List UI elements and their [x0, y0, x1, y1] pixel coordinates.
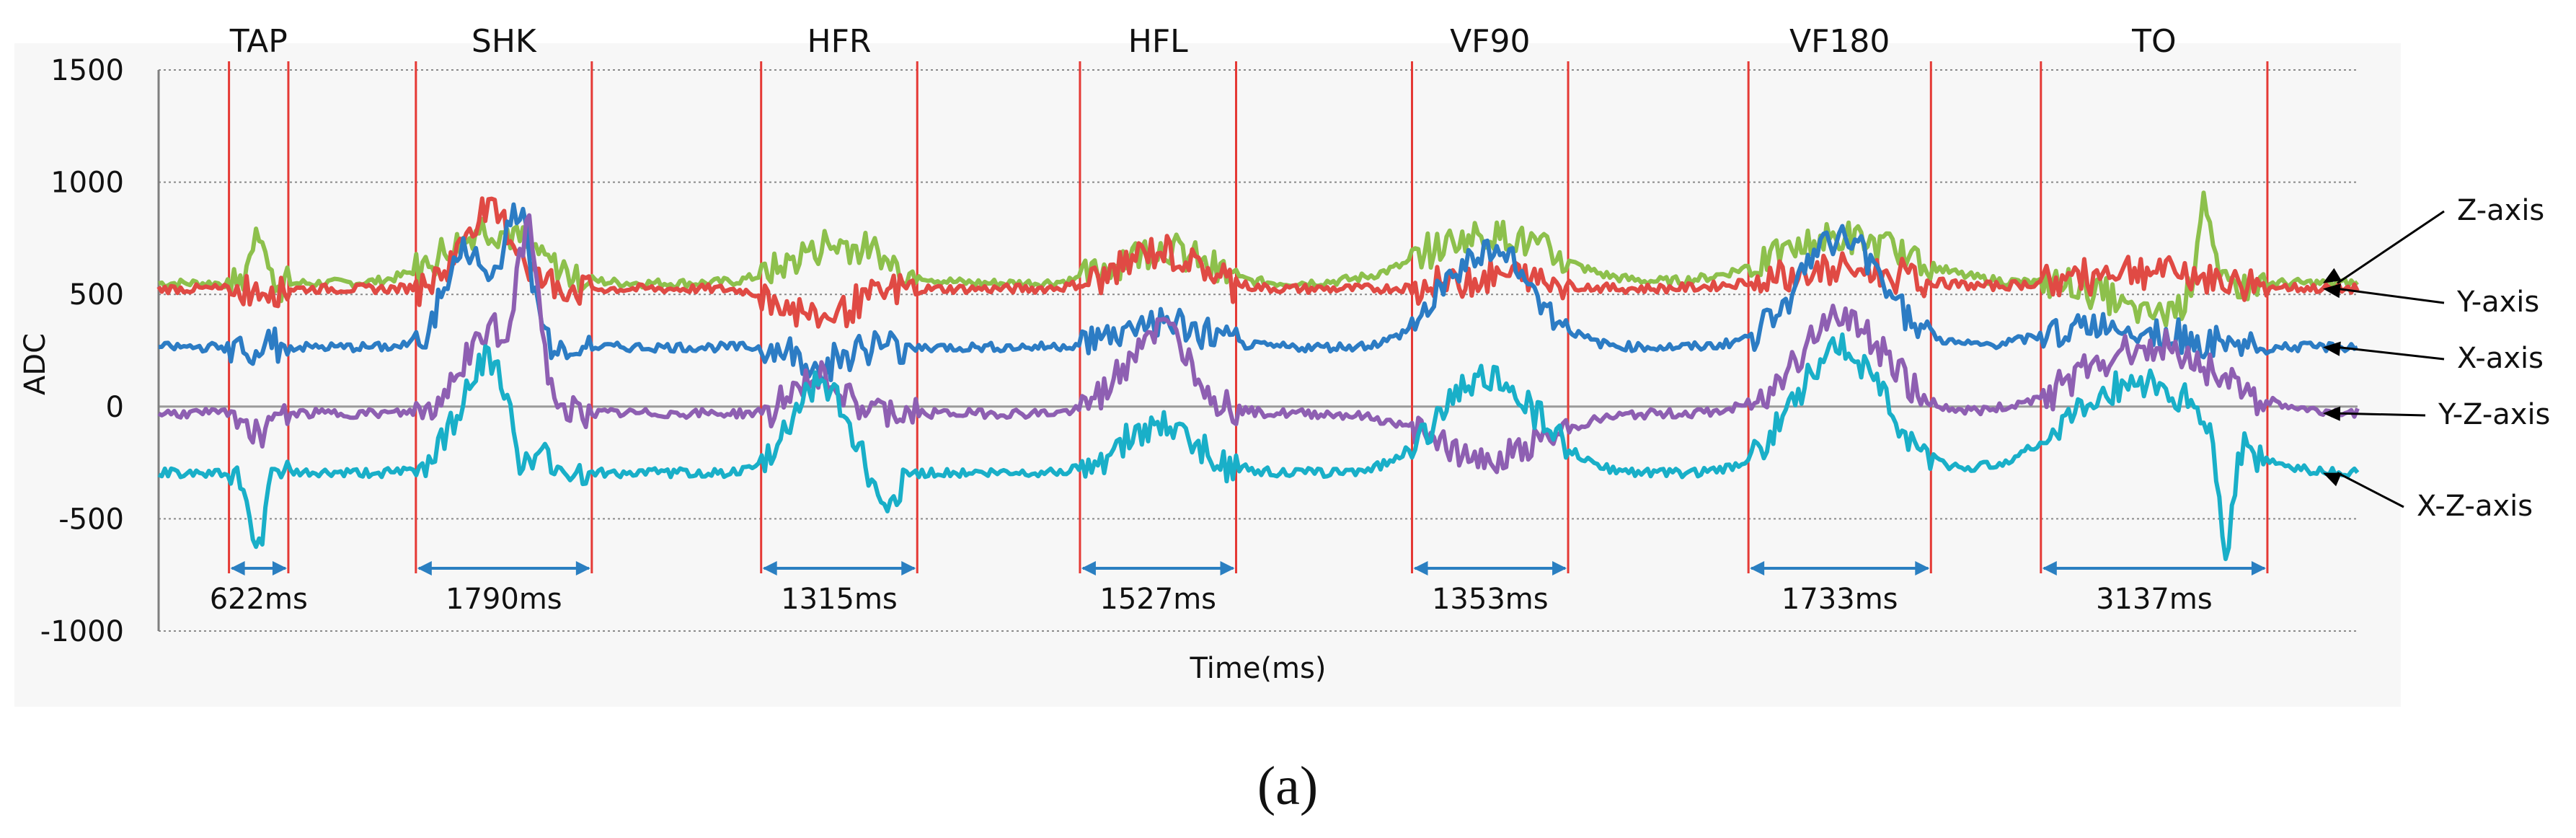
duration-arrowhead-left	[1413, 561, 1428, 575]
duration-arrowhead-left	[762, 561, 777, 575]
x-axis-label: Time(ms)	[1190, 652, 1327, 685]
legend-arrowhead	[2323, 268, 2342, 283]
series-y-z-axis	[157, 213, 2360, 475]
duration-arrowhead-left	[1081, 561, 1096, 575]
legend-label-x-axis: X-axis	[2457, 342, 2544, 375]
series-layer	[156, 190, 2360, 562]
duration-arrowhead-right	[901, 561, 916, 575]
duration-label: 1733ms	[1781, 583, 1898, 616]
duration-label: 1527ms	[1099, 583, 1216, 616]
legend-arrowhead	[2323, 406, 2341, 421]
legend-label-x-z-axis: X-Z-axis	[2417, 490, 2533, 523]
duration-arrowhead-right	[272, 561, 287, 575]
duration-label: 3137ms	[2096, 583, 2213, 616]
figure-caption: (a)	[1257, 756, 1318, 816]
legend-arrowhead	[2323, 283, 2341, 299]
duration-label: 622ms	[210, 583, 308, 616]
plot-background	[14, 43, 2401, 707]
legend-label-z-axis: Z-axis	[2457, 194, 2544, 227]
legend-layer: Z-axis Y-axis X-axis Y-Z-axis X-Z-axis	[2323, 194, 2550, 523]
y-tick-label: -500	[58, 503, 124, 536]
duration-label: 1315ms	[781, 583, 898, 616]
y-tick-label: 1500	[50, 54, 124, 87]
legend-label-y-axis: Y-axis	[2456, 286, 2539, 319]
duration-arrowhead-right	[1915, 561, 1930, 575]
legend-arrow-line	[2337, 287, 2445, 304]
gesture-label-to: TO	[2131, 23, 2177, 60]
y-axis-label: ADC	[19, 333, 52, 395]
legend-arrowhead	[2323, 472, 2342, 487]
y-tick-label: 0	[106, 391, 124, 424]
legend-arrow-line	[2337, 210, 2445, 284]
legend-arrow-line	[2337, 412, 2426, 417]
y-tick-label: -1000	[40, 615, 124, 648]
duration-arrowhead-left	[417, 561, 432, 575]
y-tick-label: 500	[69, 278, 124, 312]
duration-arrowhead-right	[1552, 561, 1567, 575]
legend-arrowhead	[2323, 341, 2341, 356]
duration-arrowhead-right	[575, 561, 590, 575]
gesture-label-shk: SHK	[472, 23, 537, 60]
gesture-label-hfr: HFR	[807, 23, 871, 60]
duration-arrowhead-left	[230, 561, 245, 575]
duration-label: 1790ms	[446, 583, 562, 616]
series-x-z-axis	[157, 332, 2360, 562]
gesture-label-hfl: HFL	[1128, 23, 1188, 60]
legend-arrow-line	[2337, 472, 2404, 508]
legend-label-y-z-axis: Y-Z-axis	[2438, 398, 2550, 431]
gesture-label-tap: TAP	[229, 23, 288, 60]
y-tick-label: 1000	[50, 167, 124, 200]
gesture-label-vf180: VF180	[1789, 23, 1890, 60]
legend-arrow-line	[2337, 345, 2445, 361]
duration-arrowhead-right	[2251, 561, 2266, 575]
gesture-label-vf90: VF90	[1450, 23, 1530, 60]
duration-arrowhead-left	[2042, 561, 2057, 575]
duration-arrowhead-left	[1750, 561, 1765, 575]
axis-layer: 1500 1000 500 0 -500 -1000	[40, 54, 160, 648]
gesture-segments: TAP 622ms SHK 1790ms HFR 1315ms HFL 1527ms VF90 1…	[210, 23, 2269, 616]
duration-label: 1353ms	[1432, 583, 1549, 616]
series-y-axis	[156, 196, 2360, 329]
duration-arrowhead-right	[1220, 561, 1235, 575]
